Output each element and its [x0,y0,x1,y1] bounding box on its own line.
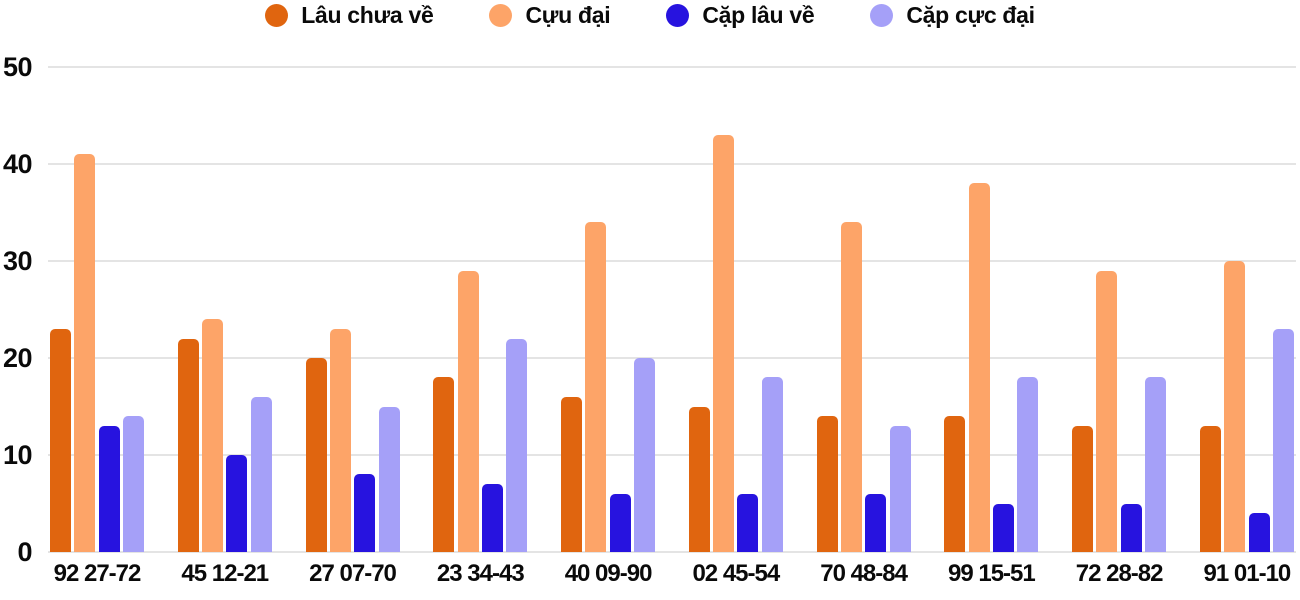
legend-swatch-icon [666,4,690,27]
bar-cap-cuc-dai[interactable] [1145,377,1167,552]
bar-cap-lau-ve[interactable] [481,484,503,552]
bar-group [561,67,656,552]
bar-group [305,67,400,552]
bar-group [816,67,911,552]
bar-group [433,67,528,552]
gridline [48,163,1296,165]
bar-cuu-dai[interactable] [1096,270,1118,552]
x-axis-labels-row: 92 27-72 45 12-21 27 07-70 23 34-43 40 09-90… [50,560,1294,588]
bar-cap-cuc-dai[interactable] [378,406,400,552]
gridline [48,260,1296,262]
legend-item-cap-cuc-dai[interactable]: Cặp cực đại [870,2,1035,28]
bar-lau-chua-ve[interactable] [944,416,966,552]
bar-lau-chua-ve[interactable] [305,358,327,552]
bar-lau-chua-ve[interactable] [1199,425,1221,552]
bar-cap-cuc-dai[interactable] [506,338,528,552]
bar-cap-lau-ve[interactable] [737,493,759,552]
x-axis-label: 02 45-54 [692,560,780,587]
bar-cuu-dai[interactable] [202,319,224,552]
bar-cap-cuc-dai[interactable] [889,425,911,552]
legend-swatch-icon [265,4,289,27]
x-axis-label: 72 28-82 [1075,560,1164,587]
bar-cuu-dai[interactable] [840,222,862,552]
bar-cap-lau-ve[interactable] [354,474,376,552]
bar-cap-cuc-dai[interactable] [761,377,783,552]
bar-cuu-dai[interactable] [329,328,351,552]
legend-swatch-icon [489,4,513,27]
y-axis-label: 10 [2,440,33,470]
bar-lau-chua-ve[interactable] [1072,425,1094,552]
bar-group [177,67,272,552]
bar-cap-lau-ve[interactable] [1120,503,1142,552]
gridline [48,357,1296,359]
legend-item-lau-chua-ve[interactable]: Lâu chưa về [265,2,434,28]
bar-cap-lau-ve[interactable] [226,455,248,552]
bar-cuu-dai[interactable] [968,183,990,552]
chart-legend: Lâu chưa về Cựu đại Cặp lâu về Cặp cực đại [0,4,1300,27]
bar-cap-cuc-dai[interactable] [122,416,144,552]
bar-cap-cuc-dai[interactable] [250,396,272,552]
bar-cap-cuc-dai[interactable] [1272,328,1294,552]
y-axis-label: 0 [17,537,32,567]
bar-lau-chua-ve[interactable] [561,396,583,552]
legend-label: Cựu đại [525,2,611,28]
bar-group [688,67,783,552]
x-axis-label: 99 15-51 [947,560,1036,587]
bar-group [1072,67,1167,552]
bar-lau-chua-ve[interactable] [50,328,71,552]
gridline [48,551,1296,553]
bar-cap-lau-ve[interactable] [993,503,1015,552]
bar-cuu-dai[interactable] [1224,261,1246,552]
bar-cuu-dai[interactable] [585,222,607,552]
bar-lau-chua-ve[interactable] [433,377,455,552]
x-axis-label: 92 27-72 [53,560,142,587]
legend-item-cap-lau-ve[interactable]: Cặp lâu về [666,2,815,28]
bar-cuu-dai[interactable] [713,134,735,552]
y-axis-label: 30 [2,246,33,276]
legend-label: Lâu chưa về [301,2,434,28]
gridline [48,66,1296,68]
y-axis-label: 50 [2,52,33,82]
bar-cap-cuc-dai[interactable] [634,358,656,552]
bar-cap-cuc-dai[interactable] [1017,377,1039,552]
bar-group [1199,67,1294,552]
bar-cap-lau-ve[interactable] [865,493,887,552]
bar-groups-row [50,67,1294,552]
y-axis-label: 20 [2,343,33,373]
bar-cap-lau-ve[interactable] [98,425,120,552]
legend-label: Cặp lâu về [702,2,815,28]
bar-cap-lau-ve[interactable] [1248,513,1270,552]
bar-lau-chua-ve[interactable] [688,406,710,552]
legend-label: Cặp cực đại [906,2,1035,28]
bar-cuu-dai[interactable] [74,154,96,552]
x-axis-label: 27 07-70 [309,560,397,587]
x-axis-label: 40 09-90 [564,560,653,587]
bar-lau-chua-ve[interactable] [177,338,199,552]
bar-cuu-dai[interactable] [457,270,479,552]
legend-swatch-icon [870,4,894,27]
bar-group [944,67,1039,552]
y-axis-label: 40 [2,149,33,179]
gridline [48,454,1296,456]
x-axis-label: 23 34-43 [436,560,525,587]
legend-item-cuu-dai[interactable]: Cựu đại [489,2,611,28]
x-axis-label: 91 01-10 [1203,560,1292,587]
bar-cap-lau-ve[interactable] [609,493,631,552]
x-axis-label: 45 12-21 [181,560,269,587]
bar-lau-chua-ve[interactable] [816,416,838,552]
bar-group [50,67,144,552]
x-axis-label: 70 48-84 [820,560,908,587]
